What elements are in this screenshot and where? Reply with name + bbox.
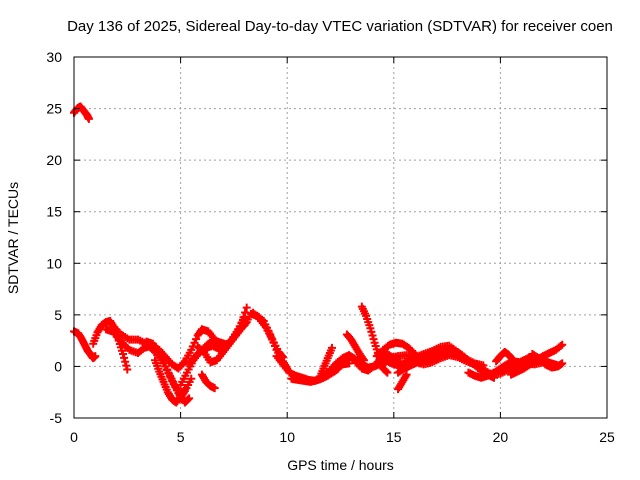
series-arc-30 — [528, 350, 567, 372]
data-point — [122, 361, 131, 370]
data-point — [187, 374, 196, 383]
data-point — [383, 368, 392, 377]
data-point — [210, 384, 219, 393]
data-point — [120, 353, 129, 362]
data-point — [119, 350, 128, 359]
data-point — [369, 335, 378, 344]
series-arc-7 — [151, 356, 189, 407]
series-arc-9 — [176, 312, 249, 389]
series-arc-20 — [342, 330, 368, 365]
x-tick-label: 10 — [279, 429, 295, 445]
tick-labels: 0 5 10 15 20 25 -5 0 5 10 15 20 25 30 — [46, 49, 615, 445]
data-point — [241, 308, 250, 317]
x-axis-label: GPS time / hours — [287, 457, 394, 473]
data-point — [370, 338, 379, 347]
x-tick-label: 25 — [599, 429, 615, 445]
data-point — [91, 352, 100, 361]
series-arc-8 — [155, 325, 219, 373]
data-point — [278, 353, 287, 362]
series-arc-2 — [70, 327, 100, 363]
series-arc-17 — [315, 343, 336, 383]
y-tick-label: 25 — [46, 101, 62, 117]
data-point — [327, 343, 336, 352]
data-point — [558, 359, 567, 368]
data-point — [396, 358, 405, 367]
chart-title: Day 136 of 2025, Sidereal Day-to-day VTE… — [67, 18, 613, 35]
series-arc-29 — [507, 340, 567, 379]
data-point — [242, 303, 251, 312]
y-tick-label: 15 — [46, 204, 62, 220]
data-point — [359, 356, 368, 365]
y-tick-label: -5 — [50, 410, 63, 426]
data-point — [558, 340, 567, 349]
x-tick-label: 0 — [70, 429, 78, 445]
series-arc-28 — [492, 347, 518, 366]
x-tick-label: 20 — [493, 429, 509, 445]
data-point — [367, 327, 376, 336]
data-point — [509, 356, 518, 365]
x-tick-label: 5 — [177, 429, 185, 445]
data-point — [402, 370, 411, 379]
y-tick-label: 30 — [46, 49, 62, 65]
x-tick-label: 15 — [386, 429, 402, 445]
data-point — [368, 331, 377, 340]
data-point — [123, 365, 132, 374]
data-point — [84, 114, 93, 123]
data-point — [371, 342, 380, 351]
y-axis-label: SDTVAR / TECUs — [5, 181, 21, 295]
data-point — [180, 385, 189, 394]
plot-frame — [73, 56, 608, 419]
data-layer — [70, 102, 567, 407]
data-point — [121, 357, 130, 366]
tick-marks — [73, 56, 608, 419]
y-tick-label: 10 — [46, 255, 62, 271]
y-tick-label: 0 — [54, 358, 62, 374]
series-arc-25 — [394, 370, 411, 394]
y-tick-label: 5 — [54, 307, 62, 323]
series-arc-12 — [197, 370, 219, 393]
data-point — [345, 359, 354, 368]
y-tick-label: 20 — [46, 152, 62, 168]
series-arc-14 — [249, 308, 287, 362]
data-point — [185, 394, 194, 403]
